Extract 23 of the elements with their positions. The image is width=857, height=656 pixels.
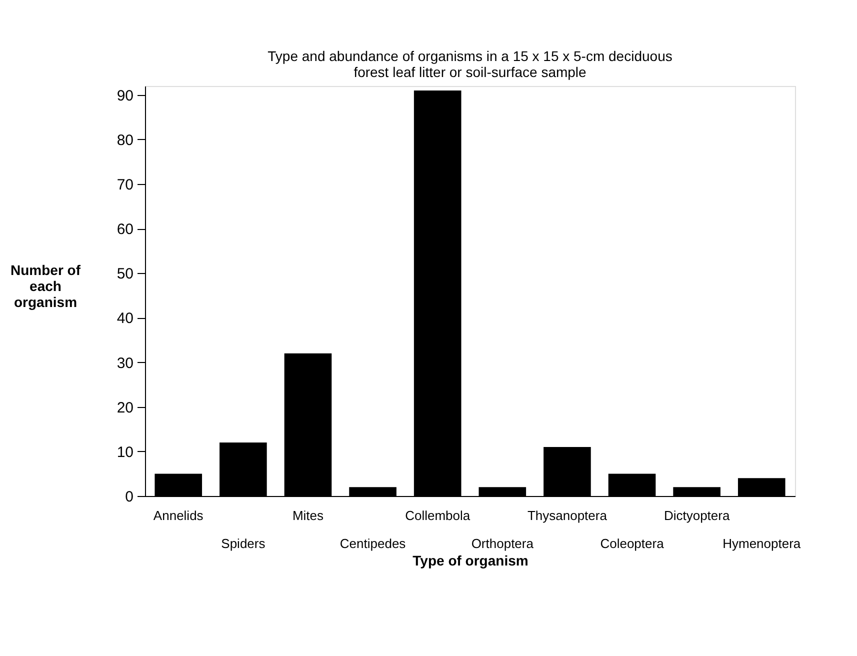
x-tick-label: Thysanoptera xyxy=(527,508,608,523)
chart-title: Type and abundance of organisms in a 15 x 15 x 5-cm deciduous forest leaf litter or soil-surface sample xyxy=(268,48,672,80)
y-tick-label: 60 xyxy=(116,221,134,238)
y-tick-label: 10 xyxy=(116,444,134,461)
x-axis-title: Type of organism xyxy=(412,552,528,568)
y-axis-title: Number of each organism xyxy=(10,262,81,310)
y-tick-label: 50 xyxy=(116,266,134,283)
y-tick-label: 40 xyxy=(116,310,134,328)
y-tick-label: 70 xyxy=(116,176,134,194)
y-tick-label: 30 xyxy=(116,354,134,372)
y-tick-label: 80 xyxy=(116,132,134,149)
y-tick-label: 20 xyxy=(116,399,134,416)
x-tick-label: Collembola xyxy=(405,508,471,523)
x-tick-label: Annelids xyxy=(153,508,204,523)
x-tick-label: Orthoptera xyxy=(471,536,534,551)
x-tick-label: Spiders xyxy=(221,536,266,551)
x-tick-label: Mites xyxy=(292,508,324,523)
x-tick-label: Centipedes xyxy=(340,536,406,551)
x-tick-label: Coleoptera xyxy=(600,536,665,551)
x-tick-label: Hymenoptera xyxy=(722,536,802,551)
y-tick-label: 90 xyxy=(116,87,134,104)
y-tick-label: 0 xyxy=(125,488,134,506)
x-tick-label: Dictyoptera xyxy=(664,508,730,523)
